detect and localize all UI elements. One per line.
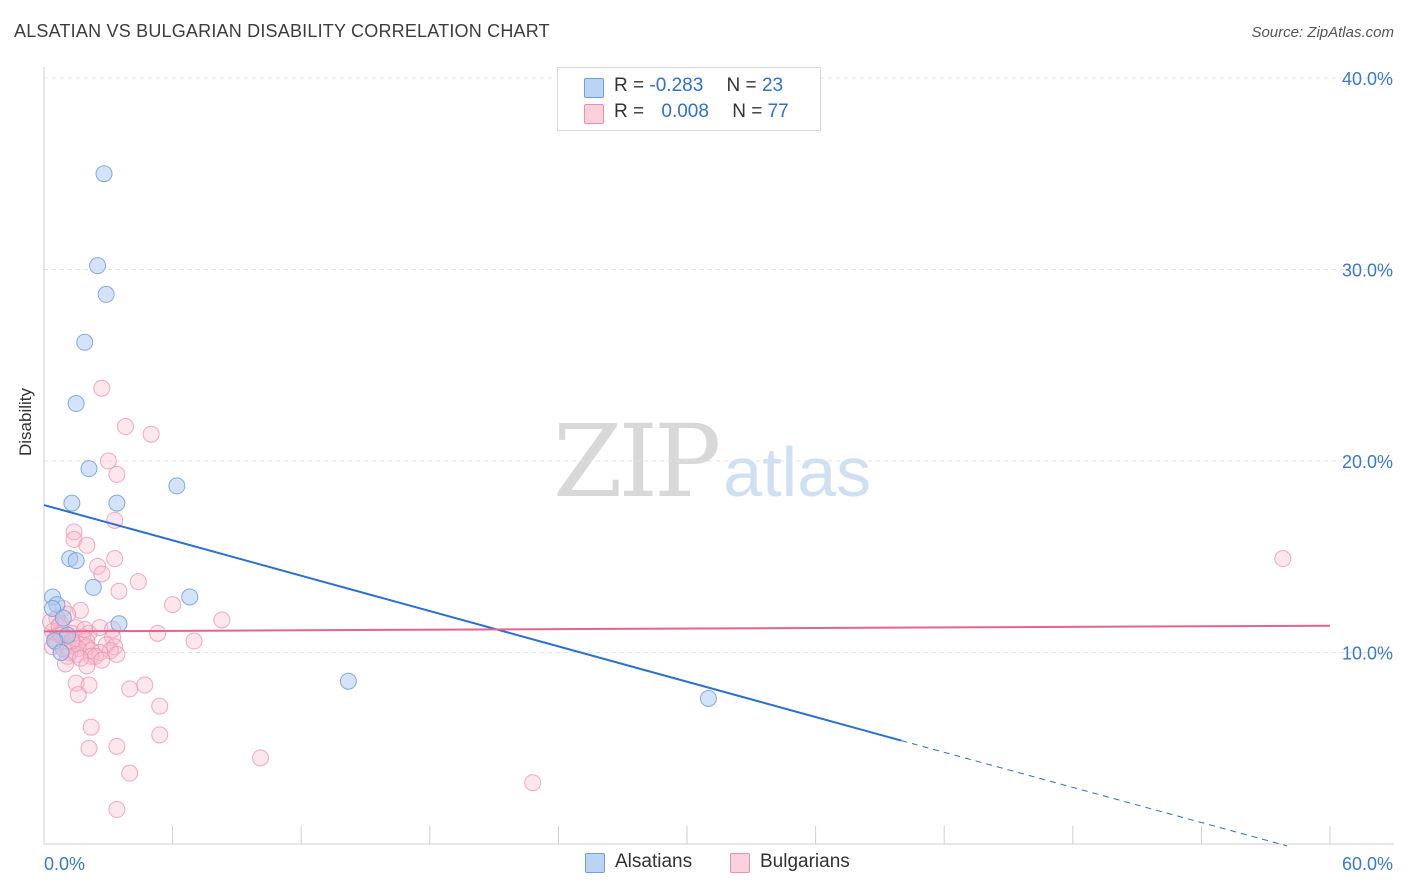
legend-n-value: 23 — [761, 75, 784, 96]
alsatian-point — [110, 615, 128, 633]
y-tick-label: 30.0% — [1342, 261, 1393, 281]
bulgarian-swatch — [584, 104, 604, 124]
legend-r-label: R = — [614, 101, 645, 122]
bulgarian-point — [80, 739, 98, 757]
alsatian-point — [699, 689, 717, 707]
bulgarian-point — [108, 801, 126, 819]
alsatian-point — [108, 494, 126, 512]
y-tick-label: 10.0% — [1342, 644, 1393, 664]
bulgarian-point — [121, 680, 139, 698]
legend-r-value: -0.283 — [649, 75, 704, 96]
y-tick-label: 20.0% — [1342, 452, 1393, 472]
bulgarian-point — [151, 726, 169, 744]
alsatian-point — [63, 494, 81, 512]
alsatian-point — [97, 285, 115, 303]
bulgarian-point — [106, 550, 124, 568]
bulgarian-point — [185, 632, 203, 650]
alsatian-swatch — [584, 78, 604, 98]
alsatian-trend-extension — [901, 740, 1288, 847]
alsatian-trend-line — [43, 504, 902, 742]
bulgarian-point — [76, 621, 94, 639]
stats-legend: R = -0.283 N = 23 R = 0.008 N = 77 — [557, 67, 821, 131]
alsatian-point — [76, 333, 94, 351]
bulgarian-point — [69, 686, 87, 704]
bulgarian-point — [78, 536, 96, 554]
alsatian-point — [54, 609, 72, 627]
alsatian-swatch — [585, 853, 605, 873]
bulgarian-point — [136, 676, 154, 694]
bulgarian-point — [108, 465, 126, 483]
bulgarian-point — [129, 573, 147, 591]
x-tick-label: 60.0% — [1342, 854, 1393, 874]
bulgarian-point — [93, 565, 111, 583]
bulgarian-point — [82, 718, 100, 736]
alsatian-point — [84, 578, 102, 596]
bulgarian-point — [251, 749, 269, 767]
legend-n-value: 77 — [767, 101, 789, 122]
bulgarian-point — [78, 657, 96, 675]
bulgarian-point — [164, 596, 182, 614]
bottom-legend-bulgarians-label: Bulgarians — [760, 851, 850, 872]
alsatian-point — [181, 588, 199, 606]
bulgarian-point — [149, 624, 167, 642]
legend-r-label: R = — [614, 75, 645, 96]
bulgarian-point — [110, 582, 128, 600]
bulgarian-point — [93, 651, 111, 669]
bulgarian-trend-line — [43, 624, 1331, 633]
bulgarian-point — [108, 737, 126, 755]
alsatian-point — [67, 395, 85, 413]
bulgarian-point — [1274, 550, 1292, 568]
alsatian-point — [80, 460, 98, 478]
chart-title: ALSATIAN VS BULGARIAN DISABILITY CORRELA… — [14, 21, 550, 41]
bulgarian-point — [71, 601, 89, 619]
x-tick-label: 0.0% — [44, 854, 85, 874]
alsatian-point — [67, 552, 85, 570]
alsatian-point — [44, 599, 62, 617]
bulgarian-point — [151, 697, 169, 715]
y-tick-label: 40.0% — [1342, 69, 1393, 89]
bulgarian-point — [116, 418, 134, 436]
bulgarian-point — [99, 452, 117, 470]
bulgarian-point — [82, 647, 100, 665]
bulgarian-point — [80, 676, 98, 694]
alsatian-point — [95, 165, 113, 183]
bulgarian-point — [213, 611, 231, 629]
bulgarian-point — [89, 557, 107, 575]
alsatian-point — [52, 644, 70, 661]
alsatian-point — [168, 477, 186, 495]
alsatian-point — [339, 672, 357, 690]
legend-n-label: N = — [726, 75, 757, 96]
y-axis-label: Disability — [16, 387, 35, 456]
legend-n-label: N = — [732, 101, 763, 122]
bottom-legend-alsatians-label: Alsatians — [615, 851, 693, 872]
source-credit: Source: ZipAtlas.com — [1251, 24, 1394, 41]
bulgarian-point — [524, 774, 542, 792]
bulgarian-point — [108, 645, 126, 663]
bulgarian-swatch — [730, 853, 750, 873]
bulgarian-point — [93, 379, 111, 397]
legend-r-value: 0.008 — [661, 101, 709, 122]
alsatian-point — [89, 257, 107, 275]
watermark-atlas: atlas — [723, 433, 872, 511]
bulgarian-point — [121, 764, 139, 782]
bulgarian-point — [142, 425, 160, 443]
